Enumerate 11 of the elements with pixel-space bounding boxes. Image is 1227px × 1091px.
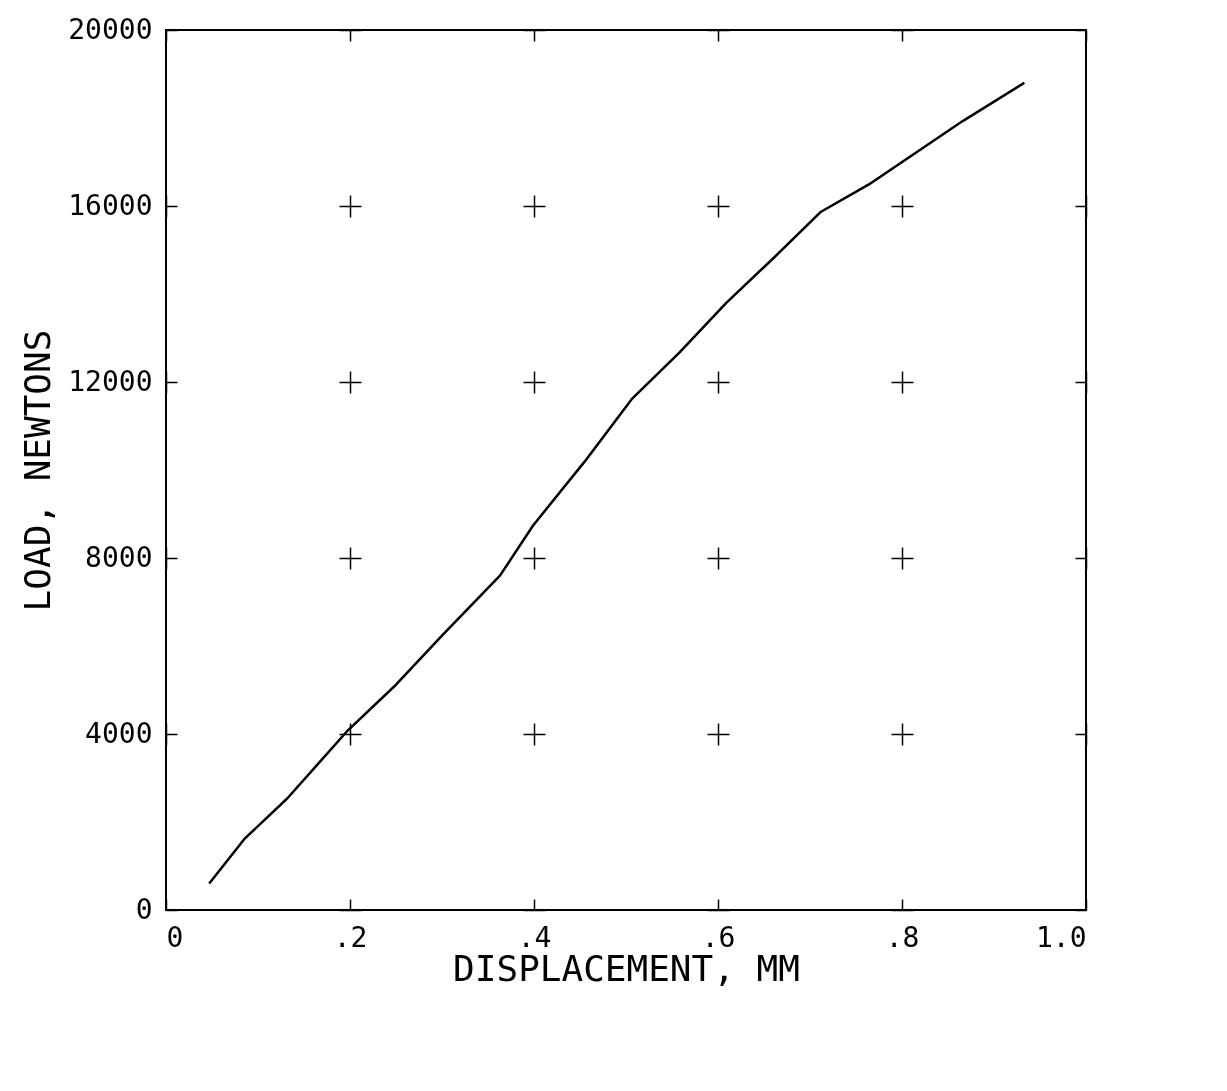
x-tick-label: 0 bbox=[166, 920, 184, 954]
y-tick-label: 4000 bbox=[85, 716, 153, 750]
y-tick-label: 12000 bbox=[68, 364, 153, 398]
y-axis-title: LOAD, NEWTONS bbox=[17, 329, 59, 612]
x-tick-label: .2 bbox=[333, 920, 368, 954]
x-tick-label: 1.0 bbox=[1035, 920, 1087, 954]
y-tick-label: 16000 bbox=[68, 188, 153, 222]
y-tick-label: 8000 bbox=[85, 540, 153, 574]
y-tick-label: 20000 bbox=[68, 12, 153, 46]
y-tick-label: 0 bbox=[135, 892, 153, 926]
x-tick-label: .8 bbox=[885, 920, 920, 954]
